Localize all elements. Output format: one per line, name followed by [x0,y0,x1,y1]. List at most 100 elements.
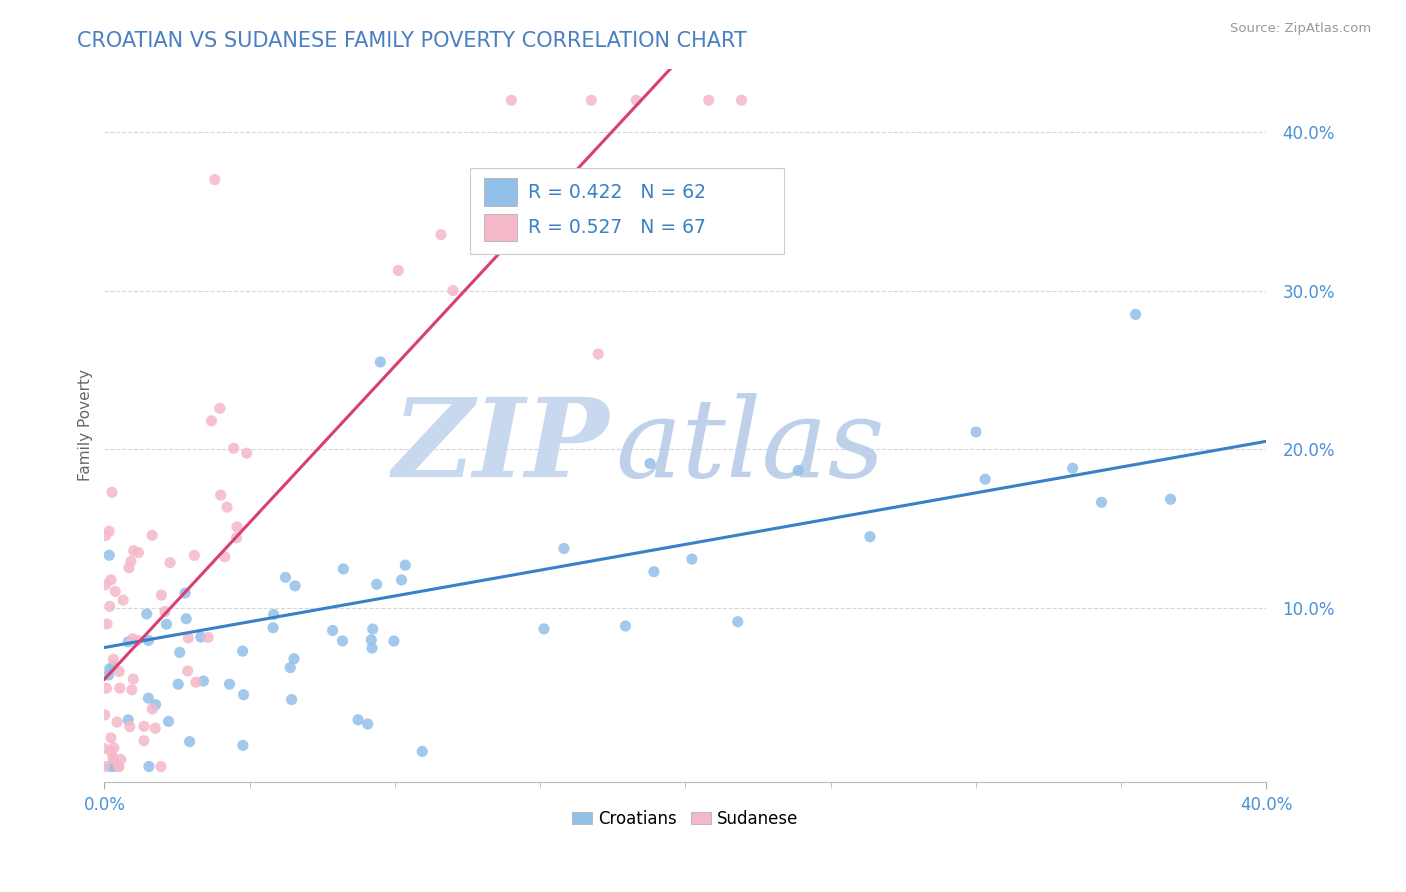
Point [430,227,453,242]
Point [98,599,121,614]
Point [141,702,163,716]
Point [135,607,157,621]
Point [787,463,810,477]
Point [98,662,121,676]
Point [284,579,307,593]
Point [108,665,131,679]
Point [681,552,703,566]
Point [96,681,118,696]
Point [193,674,215,689]
Point [200,414,222,428]
Point [614,619,637,633]
Point [209,488,232,502]
Point [411,744,433,758]
FancyBboxPatch shape [484,178,517,205]
Point [643,565,665,579]
Point [727,615,749,629]
Point [322,624,344,638]
Point [1125,307,1147,321]
Point [94,578,117,592]
Point [101,752,124,766]
Point [225,531,247,545]
Point [174,586,197,600]
Point [263,607,285,622]
Point [208,401,231,416]
Point [1090,495,1112,509]
Text: R = 0.527   N = 67: R = 0.527 N = 67 [529,219,706,237]
Point [730,93,752,107]
Point [232,688,254,702]
Point [138,691,160,706]
Point [501,93,523,107]
Point [965,425,987,439]
Point [94,529,117,543]
Point [179,734,201,748]
Point [974,472,997,486]
Point [103,659,125,673]
Point [697,93,720,107]
Point [105,715,128,730]
Point [1160,492,1182,507]
Point [143,721,166,735]
Point [98,759,121,773]
Point [184,675,207,690]
Point [138,759,160,773]
Point [222,442,245,456]
Point [104,584,127,599]
Point [441,284,464,298]
Point [101,750,124,764]
Point [132,733,155,747]
Point [121,632,143,646]
Point [101,485,124,500]
Point [97,668,120,682]
FancyBboxPatch shape [471,169,785,254]
Text: ZIP: ZIP [394,393,610,500]
Point [150,759,173,773]
Point [93,741,115,756]
Point [232,739,254,753]
Point [122,543,145,558]
Point [361,622,384,636]
Text: Source: ZipAtlas.com: Source: ZipAtlas.com [1230,22,1371,36]
Point [278,660,301,674]
Legend: Croatians, Sudanese: Croatians, Sudanese [565,804,806,835]
Point [356,717,378,731]
Point [94,759,117,773]
Point [370,355,392,369]
Point [1062,461,1084,475]
Point [586,347,609,361]
Point [382,634,405,648]
Point [332,562,354,576]
Point [103,759,125,773]
Point [638,457,661,471]
Point [366,577,388,591]
Point [141,528,163,542]
Point [174,612,197,626]
Point [132,719,155,733]
Point [159,556,181,570]
Point [394,558,416,573]
Point [274,570,297,584]
Point [98,524,121,539]
Point [204,172,226,186]
Point [533,622,555,636]
Point [117,635,139,649]
Point [332,634,354,648]
Point [117,713,139,727]
Point [167,677,190,691]
Point [283,652,305,666]
Point [157,714,180,729]
Point [118,720,141,734]
Point [103,652,125,666]
Point [96,616,118,631]
Point [859,530,882,544]
Point [347,713,370,727]
Point [391,573,413,587]
Point [232,644,254,658]
Point [145,698,167,712]
Text: CROATIAN VS SUDANESE FAMILY POVERTY CORRELATION CHART: CROATIAN VS SUDANESE FAMILY POVERTY CORR… [77,31,747,51]
Point [118,561,141,575]
Point [197,631,219,645]
Point [155,617,177,632]
Point [214,549,236,564]
